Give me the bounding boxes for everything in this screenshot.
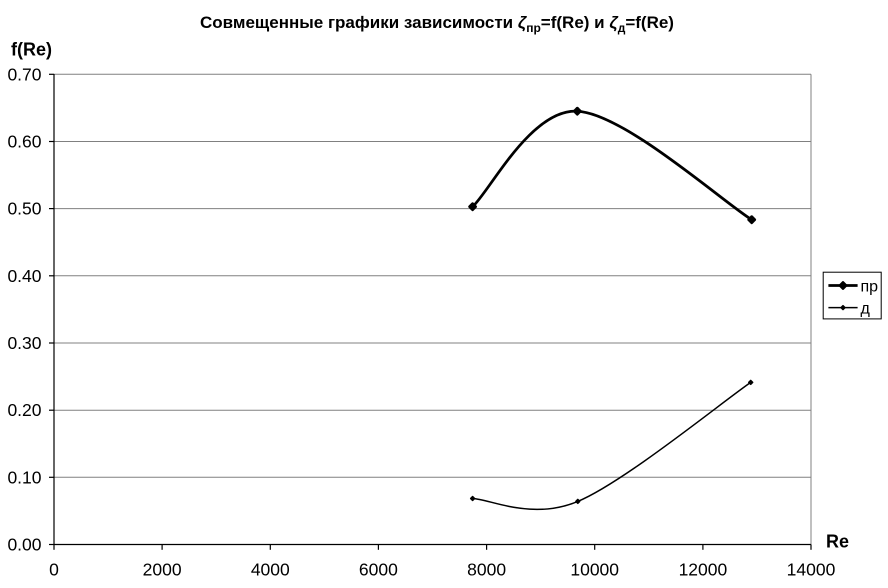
svg-text:0.70: 0.70 xyxy=(7,64,41,84)
svg-text:12000: 12000 xyxy=(679,560,728,580)
svg-text:f(Re): f(Re) xyxy=(11,40,52,60)
svg-text:Совмещенные графики зависимост: Совмещенные графики зависимости ζпр=f(Re… xyxy=(200,13,674,35)
svg-text:10000: 10000 xyxy=(570,560,619,580)
svg-text:2000: 2000 xyxy=(143,560,182,580)
svg-text:0: 0 xyxy=(49,560,59,580)
svg-text:4000: 4000 xyxy=(251,560,290,580)
svg-text:0.20: 0.20 xyxy=(7,400,41,420)
svg-text:0.30: 0.30 xyxy=(7,333,41,353)
svg-text:8000: 8000 xyxy=(467,560,506,580)
svg-text:д: д xyxy=(861,300,871,317)
svg-text:Re: Re xyxy=(826,532,849,552)
svg-text:0.60: 0.60 xyxy=(7,132,41,152)
svg-text:пр: пр xyxy=(861,278,879,295)
svg-text:14000: 14000 xyxy=(787,560,836,580)
svg-text:0.40: 0.40 xyxy=(7,266,41,286)
svg-text:6000: 6000 xyxy=(359,560,398,580)
svg-text:0.50: 0.50 xyxy=(7,199,41,219)
svg-text:0.10: 0.10 xyxy=(7,467,41,487)
svg-text:0.00: 0.00 xyxy=(7,535,41,555)
